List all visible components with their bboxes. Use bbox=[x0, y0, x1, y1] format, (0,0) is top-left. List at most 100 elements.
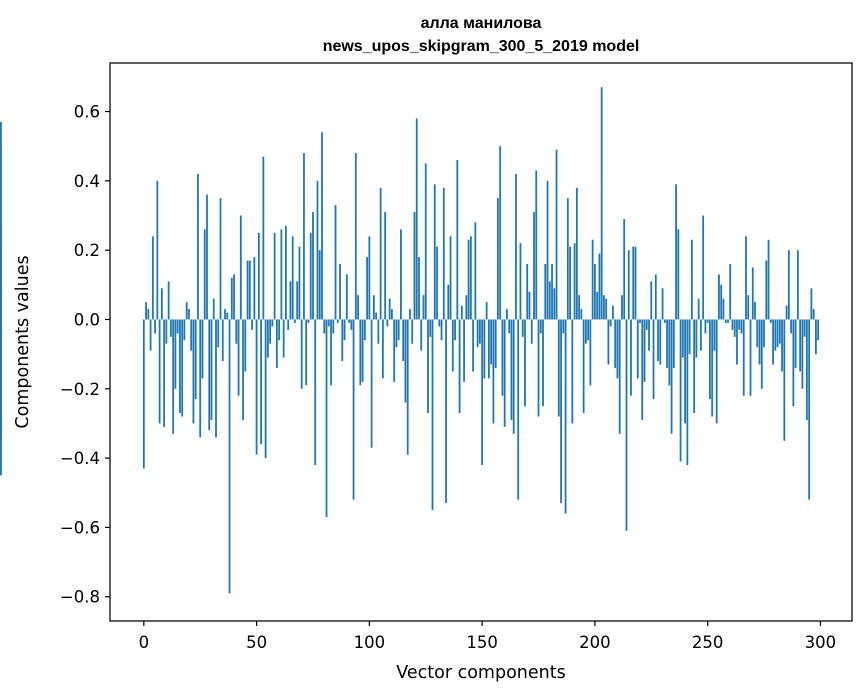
bar bbox=[639, 319, 641, 323]
bar bbox=[582, 319, 585, 414]
bar bbox=[533, 212, 535, 320]
bar bbox=[787, 250, 790, 320]
bar bbox=[630, 319, 632, 396]
bar bbox=[731, 319, 734, 330]
bar bbox=[727, 319, 729, 323]
bar bbox=[742, 319, 745, 396]
bar bbox=[623, 218, 626, 320]
bar bbox=[736, 319, 738, 365]
bar bbox=[654, 274, 657, 320]
bar bbox=[285, 225, 287, 320]
bar bbox=[404, 319, 407, 403]
bar bbox=[332, 319, 335, 334]
bar bbox=[185, 302, 188, 320]
bar bbox=[506, 309, 508, 320]
bar bbox=[483, 319, 486, 379]
bar bbox=[636, 319, 639, 379]
bar bbox=[298, 246, 301, 320]
bar bbox=[472, 319, 474, 372]
bar bbox=[803, 319, 806, 337]
bar bbox=[384, 212, 387, 320]
bar bbox=[589, 319, 592, 386]
bar bbox=[375, 312, 378, 320]
bar bbox=[167, 281, 170, 320]
bar bbox=[474, 222, 477, 320]
bar bbox=[711, 319, 714, 417]
bar bbox=[336, 319, 339, 323]
bar bbox=[291, 236, 294, 320]
bar bbox=[560, 319, 562, 504]
bar bbox=[805, 319, 808, 420]
bar bbox=[321, 132, 323, 320]
bar bbox=[467, 239, 470, 320]
bar bbox=[262, 156, 265, 320]
bar bbox=[537, 319, 540, 417]
bar bbox=[149, 319, 152, 351]
bar bbox=[666, 319, 668, 368]
bar bbox=[508, 319, 511, 334]
bar bbox=[812, 309, 815, 320]
bar bbox=[273, 232, 276, 320]
bar bbox=[733, 319, 736, 337]
bar bbox=[172, 319, 175, 434]
y-axis-ticks: −0.8 −0.6 −0.4 −0.2 0.0 0.2 0.4 0.6 bbox=[60, 103, 110, 607]
bar bbox=[641, 319, 644, 420]
bar bbox=[521, 319, 524, 337]
bar bbox=[325, 319, 328, 518]
bar bbox=[233, 274, 235, 320]
bar bbox=[436, 246, 438, 320]
bar bbox=[361, 319, 364, 382]
bar bbox=[465, 295, 468, 320]
bar bbox=[409, 309, 411, 320]
bar bbox=[544, 264, 547, 320]
bar bbox=[499, 146, 502, 320]
bar bbox=[339, 264, 341, 320]
bar bbox=[201, 319, 204, 379]
bar bbox=[686, 319, 689, 466]
bar bbox=[379, 187, 382, 320]
bar bbox=[228, 319, 231, 594]
bar bbox=[219, 198, 222, 320]
bar bbox=[772, 319, 774, 365]
bar bbox=[672, 319, 675, 368]
bar bbox=[528, 291, 531, 320]
bar bbox=[305, 319, 308, 386]
bar bbox=[323, 319, 326, 334]
bar bbox=[226, 312, 229, 320]
bar bbox=[181, 319, 184, 417]
bar bbox=[785, 305, 788, 320]
bar bbox=[657, 319, 659, 362]
bar bbox=[684, 319, 686, 424]
bar bbox=[643, 319, 646, 382]
bar bbox=[230, 277, 233, 320]
bar bbox=[160, 288, 163, 320]
bar bbox=[206, 194, 208, 320]
bar bbox=[377, 319, 380, 344]
bar bbox=[413, 212, 416, 320]
bar bbox=[490, 319, 493, 365]
bar bbox=[492, 319, 495, 424]
bar bbox=[296, 281, 299, 320]
bar bbox=[445, 319, 447, 504]
bar bbox=[767, 239, 770, 320]
bar bbox=[765, 260, 768, 320]
bar bbox=[790, 319, 792, 334]
bar bbox=[194, 319, 197, 400]
bar bbox=[266, 319, 269, 358]
bar bbox=[142, 319, 145, 469]
bar bbox=[747, 295, 750, 320]
bar bbox=[810, 288, 813, 320]
bar bbox=[598, 253, 601, 320]
bar bbox=[442, 187, 445, 320]
bar bbox=[781, 319, 783, 372]
bar bbox=[713, 319, 716, 351]
bar bbox=[188, 309, 190, 320]
bar bbox=[763, 319, 765, 348]
bar bbox=[675, 184, 677, 320]
bar bbox=[327, 319, 330, 327]
x-tick-label: 250 bbox=[692, 633, 724, 652]
bar bbox=[478, 319, 481, 344]
bar bbox=[569, 246, 571, 320]
bar bbox=[575, 187, 578, 320]
y-tick-label: 0.6 bbox=[74, 103, 100, 122]
